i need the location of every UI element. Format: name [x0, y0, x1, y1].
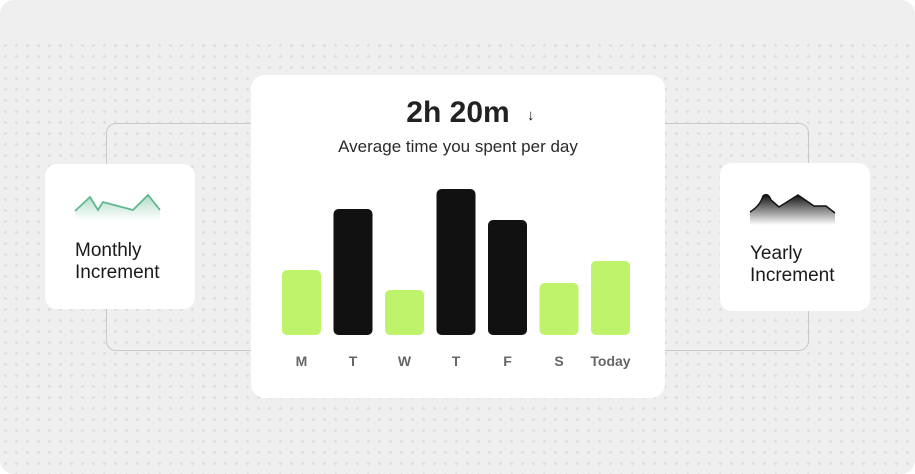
yearly-label-line1: Yearly: [750, 243, 803, 264]
average-time-card: 2h 20m ↓ Average time you spent per day …: [251, 75, 665, 398]
bar-today-6: [591, 261, 630, 335]
bar-m-0: [282, 270, 321, 335]
x-tick-label: F: [503, 353, 512, 369]
x-tick-label: M: [296, 353, 308, 369]
bar-s-5: [539, 283, 579, 335]
bar-t-1: [333, 209, 373, 335]
monthly-label: Monthly Increment: [75, 240, 159, 284]
x-tick-label: W: [398, 353, 412, 369]
yearly-sparkline-icon: [749, 193, 836, 225]
daily-usage-bar-chart: M T W T F S Today: [282, 189, 631, 369]
x-tick-label: T: [452, 353, 461, 369]
average-time-subtitle: Average time you spent per day: [338, 137, 578, 156]
x-tick-label: S: [554, 353, 563, 369]
average-time-value: 2h 20m: [406, 96, 510, 129]
yearly-increment-card[interactable]: Yearly Increment: [720, 163, 870, 311]
arrow-down-icon: ↓: [527, 107, 535, 124]
monthly-label-line1: Monthly: [75, 240, 142, 261]
bar-t-3: [436, 189, 476, 335]
bar-w-2: [385, 290, 424, 335]
yearly-label-line2: Increment: [750, 265, 835, 286]
x-tick-label: T: [349, 353, 358, 369]
yearly-label: Yearly Increment: [750, 243, 834, 287]
monthly-label-line2: Increment: [75, 262, 160, 283]
x-tick-label: Today: [590, 353, 630, 369]
monthly-sparkline-icon: [74, 193, 161, 220]
bar-f-4: [488, 220, 527, 335]
monthly-increment-card[interactable]: Monthly Increment: [45, 164, 195, 309]
